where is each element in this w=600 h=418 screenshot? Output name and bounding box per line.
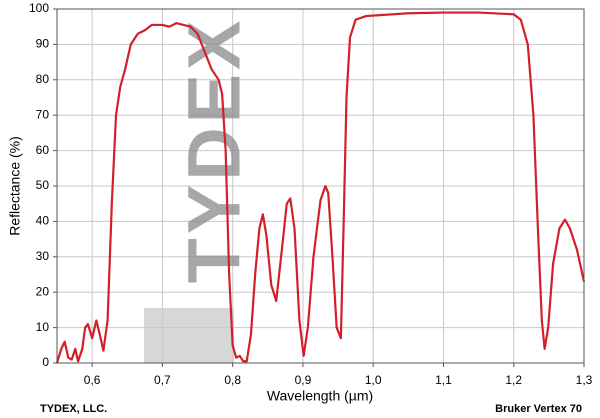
watermark-logo: [144, 308, 234, 363]
plot-frame: [56, 8, 585, 364]
x-tick-label: 0,7: [154, 373, 171, 387]
y-tick-label: 60: [36, 143, 50, 157]
y-tick-label: 90: [36, 37, 50, 51]
y-tick-label: 0: [42, 355, 49, 369]
x-tick-label: 0,8: [224, 373, 241, 387]
x-tick-label: 1,3: [576, 373, 593, 387]
y-tick-label: 10: [36, 320, 50, 334]
x-tick-label: 1,0: [365, 373, 382, 387]
y-tick-label: 40: [36, 214, 50, 228]
x-tick-label: 0,9: [295, 373, 312, 387]
footer-right: Bruker Vertex 70: [495, 403, 582, 415]
y-tick-label: 100: [29, 1, 49, 15]
x-tick-label: 1,2: [505, 373, 522, 387]
y-tick-label: 80: [36, 72, 50, 86]
y-tick-label: 50: [36, 178, 50, 192]
data-line: [55, 11, 586, 364]
y-tick-label: 30: [36, 249, 50, 263]
x-tick-label: 0,6: [84, 373, 101, 387]
x-tick-label: 1,1: [435, 373, 452, 387]
y-tick-label: 70: [36, 107, 50, 121]
y-axis-label: Reflectance (%): [7, 136, 23, 236]
y-tick-label: 20: [36, 284, 50, 298]
plot: [55, 11, 586, 364]
watermark: TYDEX: [173, 17, 256, 284]
footer-left: TYDEX, LLC.: [40, 403, 107, 415]
grid: [53, 8, 585, 367]
x-axis-label: Wavelength (µm): [267, 388, 373, 404]
